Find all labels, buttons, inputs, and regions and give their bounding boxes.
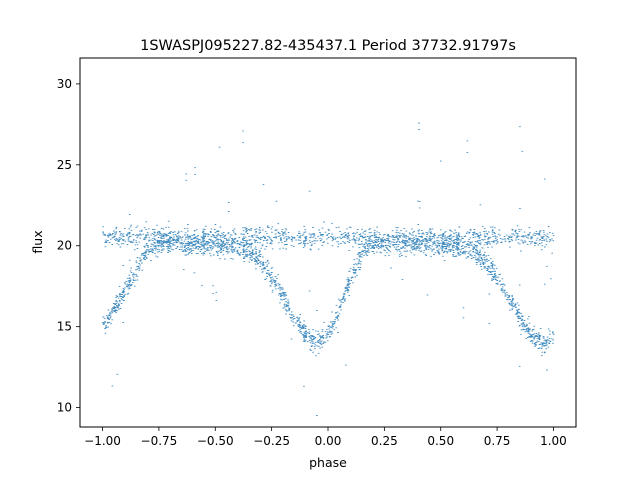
x-tick-label: −0.75: [141, 434, 178, 448]
x-axis: −1.00 −0.75 −0.50 −0.25 0.00 0.25 0.50 0.75 1.00: [84, 427, 567, 448]
y-tick-label: 15: [57, 320, 72, 334]
x-axis-label: phase: [309, 455, 347, 470]
chart-title: 1SWASPJ095227.82-435437.1 Period 37732.9…: [140, 38, 516, 54]
y-tick-label: 10: [57, 401, 72, 415]
x-tick-label: 0.25: [371, 434, 398, 448]
x-tick-label: 0.50: [427, 434, 454, 448]
flux-data-point: [102, 122, 555, 416]
x-tick-label: 0.75: [484, 434, 511, 448]
y-axis-label: flux: [30, 230, 45, 253]
x-tick-label: 0.00: [315, 434, 342, 448]
x-tick-label: −0.50: [197, 434, 234, 448]
y-tick-label: 30: [57, 77, 72, 91]
y-tick-label: 20: [57, 239, 72, 253]
y-axis: 10 15 20 25 30: [57, 77, 80, 415]
x-tick-label: −0.25: [253, 434, 290, 448]
x-tick-label: −1.00: [84, 434, 121, 448]
y-tick-label: 25: [57, 158, 72, 172]
x-tick-label: 1.00: [540, 434, 567, 448]
data-points: [102, 122, 555, 416]
